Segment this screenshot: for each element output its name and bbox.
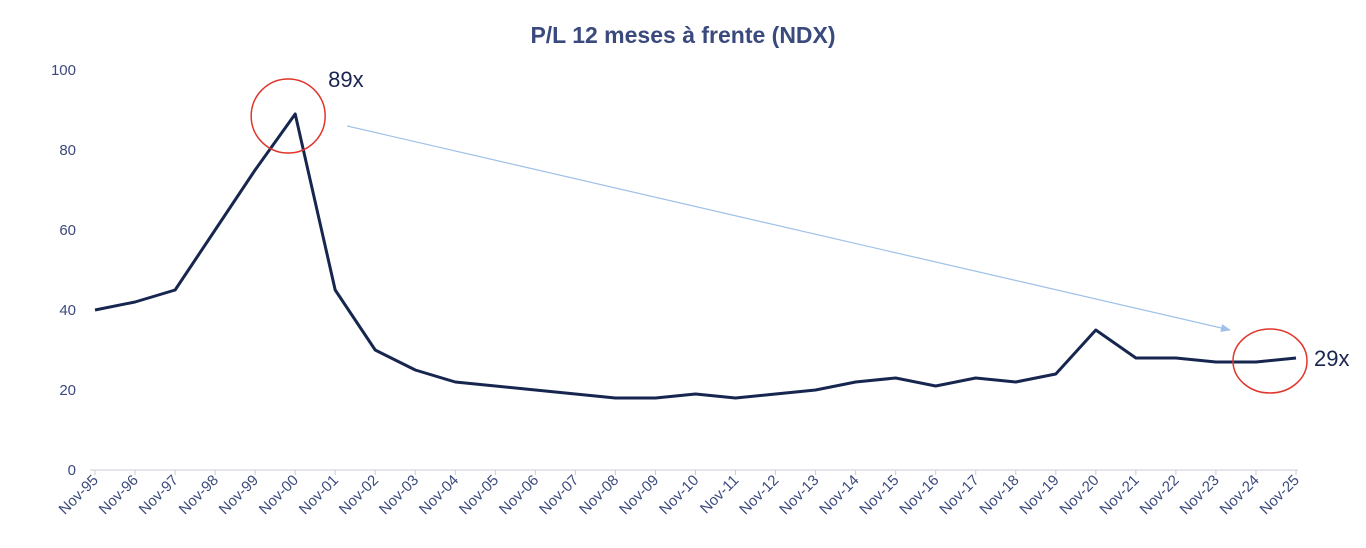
x-tick-label: Nov-16 bbox=[896, 472, 942, 518]
x-tick-label: Nov-11 bbox=[697, 472, 742, 517]
x-tick-label: Nov-05 bbox=[456, 472, 502, 518]
x-tick-label: Nov-19 bbox=[1016, 472, 1062, 518]
x-tick-label: Nov-02 bbox=[336, 472, 382, 518]
x-tick-label: Nov-96 bbox=[96, 472, 142, 518]
chart-title: P/L 12 meses à frente (NDX) bbox=[530, 22, 836, 48]
x-tick-label: Nov-15 bbox=[856, 472, 902, 518]
peak-annotation: 89x bbox=[328, 67, 363, 92]
y-tick-label: 40 bbox=[59, 302, 76, 319]
x-tick-label: Nov-22 bbox=[1137, 472, 1183, 518]
x-tick-label: Nov-00 bbox=[256, 472, 302, 518]
x-tick-label: Nov-17 bbox=[936, 472, 982, 518]
x-tick-label: Nov-18 bbox=[976, 472, 1022, 518]
x-tick-label: Nov-97 bbox=[136, 472, 182, 518]
x-tick-label: Nov-07 bbox=[536, 472, 582, 518]
x-tick-label: Nov-09 bbox=[616, 472, 662, 518]
peak-highlight-circle bbox=[250, 78, 326, 154]
x-tick-label: Nov-21 bbox=[1096, 472, 1142, 518]
y-tick-label: 100 bbox=[51, 62, 76, 79]
x-tick-label: Nov-98 bbox=[176, 472, 222, 518]
y-tick-label: 0 bbox=[68, 462, 76, 479]
y-tick-label: 60 bbox=[59, 222, 76, 239]
trend-arrow bbox=[347, 125, 1231, 332]
x-tick-label: Nov-08 bbox=[576, 472, 622, 518]
x-tick-label: Nov-06 bbox=[496, 472, 542, 518]
x-tick-label: Nov-10 bbox=[656, 472, 702, 518]
x-tick-label: Nov-95 bbox=[56, 472, 102, 518]
x-tick-label: Nov-13 bbox=[776, 472, 822, 518]
x-tick-label: Nov-01 bbox=[296, 472, 342, 518]
y-tick-label: 20 bbox=[59, 382, 76, 399]
x-tick-label: Nov-24 bbox=[1217, 472, 1263, 518]
y-tick-label: 80 bbox=[59, 142, 76, 159]
x-axis-ticks: Nov-95Nov-96Nov-97Nov-98Nov-99Nov-00Nov-… bbox=[56, 470, 1303, 518]
x-tick-label: Nov-99 bbox=[216, 472, 262, 518]
end-annotation: 29x bbox=[1314, 346, 1349, 371]
data-points bbox=[94, 113, 1297, 399]
series-line bbox=[94, 112, 1297, 400]
y-axis-ticks: 0 20 40 60 80 100 bbox=[51, 62, 76, 479]
x-tick-label: Nov-23 bbox=[1177, 472, 1223, 518]
end-highlight-circle bbox=[1232, 328, 1308, 394]
x-tick-label: Nov-25 bbox=[1257, 472, 1303, 518]
x-tick-label: Nov-12 bbox=[736, 472, 782, 518]
x-tick-label: Nov-04 bbox=[416, 472, 462, 518]
x-tick-label: Nov-14 bbox=[816, 472, 862, 518]
x-tick-label: Nov-20 bbox=[1056, 472, 1102, 518]
x-tick-label: Nov-03 bbox=[376, 472, 422, 518]
